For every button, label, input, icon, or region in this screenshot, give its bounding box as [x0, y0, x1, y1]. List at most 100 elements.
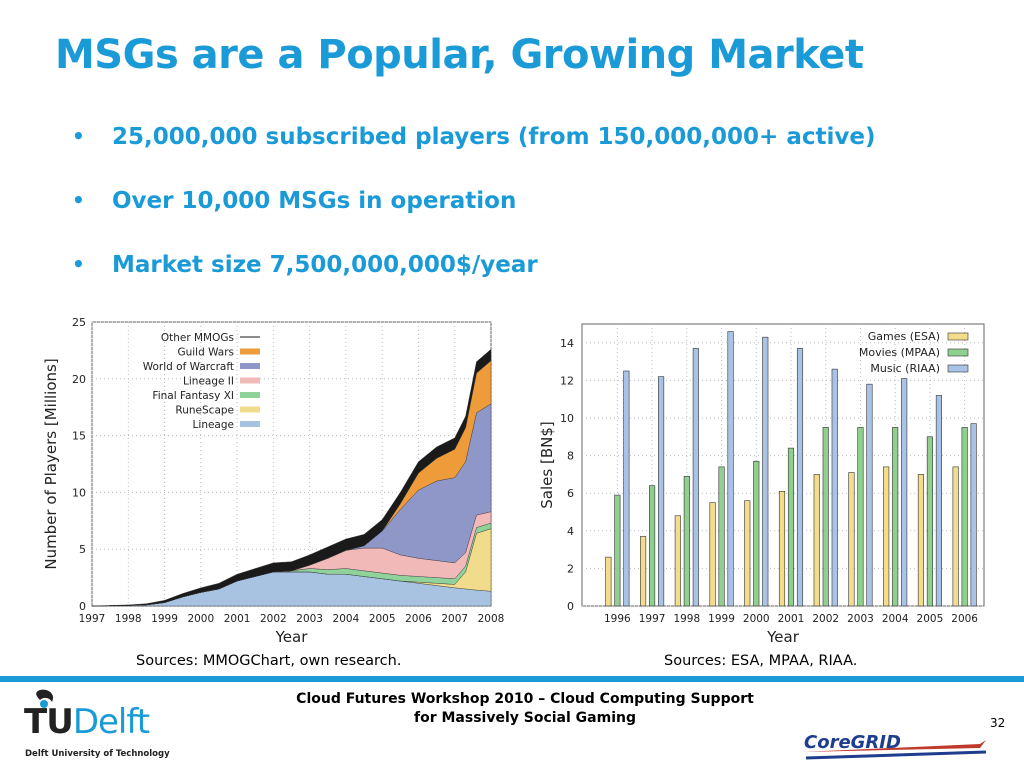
footer-line-2: for Massively Social Gaming — [414, 710, 636, 726]
bullet-item: • Market size 7,500,000,000$/year — [72, 252, 875, 316]
bar-games-esa- — [917, 474, 924, 607]
legend-swatch — [240, 406, 260, 413]
bullet-text: Market size 7,500,000,000$/year — [112, 252, 538, 278]
bar-games-esa- — [640, 536, 647, 607]
x-tick-label: 2000 — [187, 613, 214, 625]
flame-icon — [36, 689, 54, 708]
bullet-item: • 25,000,000 subscribed players (from 150… — [72, 124, 875, 188]
players-area-chart: 0 5 10 15 20 25 1997 1998 1999 2000 2001 2002 2003 20… — [36, 312, 514, 650]
x-tick-label: 1999 — [708, 613, 735, 625]
x-tick-label: 1999 — [151, 613, 178, 625]
legend-label: Lineage — [193, 419, 234, 431]
bar-movies-mpaa- — [683, 475, 690, 607]
legend-label: Guild Wars — [177, 347, 234, 359]
bullet-list: • 25,000,000 subscribed players (from 150… — [72, 124, 875, 316]
bar-movies-mpaa- — [822, 427, 829, 607]
logo-tu: TU — [24, 702, 74, 742]
y-tick-label: 5 — [79, 543, 86, 556]
x-tick-label: 2000 — [743, 613, 770, 625]
x-tick-label: 1997 — [639, 613, 666, 625]
bar-music-riaa- — [623, 370, 630, 607]
x-tick-label: 2005 — [369, 613, 396, 625]
legend-swatch — [240, 377, 260, 384]
x-tick-label: 2002 — [260, 613, 287, 625]
logo-delft: Delft — [72, 702, 150, 742]
bar-movies-mpaa- — [857, 427, 864, 607]
bar-music-riaa- — [970, 423, 977, 607]
bullet-text: Over 10,000 MSGs in operation — [112, 188, 517, 214]
bar-music-riaa- — [796, 348, 804, 607]
x-tick-label: 2003 — [847, 613, 874, 625]
coregrid-text: CoreGRID — [804, 732, 901, 753]
bar-movies-mpaa- — [753, 460, 760, 607]
bar-music-riaa- — [727, 331, 734, 607]
y-tick-label: 0 — [79, 600, 86, 613]
logo-subtitle: Delft University of Technology — [25, 749, 170, 759]
bar-games-esa- — [883, 466, 890, 607]
legend-label: Lineage II — [183, 376, 234, 388]
x-tick-label: 1998 — [673, 613, 700, 625]
bar-games-esa- — [952, 466, 959, 607]
legend-swatch — [947, 364, 969, 373]
footer-text: Cloud Futures Workshop 2010 – Cloud Comp… — [260, 690, 790, 728]
x-tick-label: 1998 — [115, 613, 142, 625]
bar-games-esa- — [813, 474, 820, 607]
source-right: Sources: ESA, MPAA, RIAA. — [664, 653, 858, 669]
bar-movies-mpaa- — [649, 485, 656, 607]
legend-label: Games (ESA) — [868, 330, 940, 343]
bullet-dot: • — [72, 124, 85, 148]
x-tick-label: 1997 — [79, 613, 106, 625]
bar-music-riaa- — [658, 376, 665, 607]
tu-delft-wordmark: TUDelft — [24, 702, 150, 742]
bar-music-riaa- — [901, 378, 908, 607]
bullet-dot: • — [72, 252, 85, 276]
x-tick-label: 2004 — [333, 613, 360, 625]
x-tick-label: 2001 — [224, 613, 251, 625]
bar-games-esa- — [709, 502, 716, 607]
x-tick-label: 1996 — [604, 613, 631, 625]
y-axis-title: Sales [BN$] — [538, 421, 556, 508]
y-tick-label: 8 — [567, 450, 574, 463]
legend-label: Movies (MPAA) — [859, 346, 940, 359]
y-tick-label: 10 — [72, 486, 86, 499]
legend-label: Final Fantasy XI — [152, 390, 234, 402]
x-axis-title: Year — [766, 628, 800, 646]
legend-swatch — [947, 348, 969, 357]
x-tick-label: 2006 — [405, 613, 432, 625]
y-tick-label: 0 — [567, 600, 574, 613]
bullet-item: • Over 10,000 MSGs in operation — [72, 188, 875, 252]
x-tick-label: 2002 — [812, 613, 839, 625]
y-tick-label: 6 — [567, 487, 574, 500]
bar-movies-mpaa- — [614, 494, 621, 607]
x-tick-label: 2007 — [441, 613, 468, 625]
legend-label: World of Warcraft — [143, 361, 234, 373]
area-other-mmogs — [91, 348, 492, 607]
y-tick-label: 12 — [560, 374, 574, 387]
y-tick-label: 14 — [560, 337, 574, 350]
x-tick-label: 2005 — [917, 613, 944, 625]
footer-line-1: Cloud Futures Workshop 2010 – Cloud Comp… — [296, 691, 754, 707]
bar-games-esa- — [744, 500, 751, 607]
y-tick-label: 15 — [72, 430, 86, 443]
bar-movies-mpaa- — [718, 466, 725, 607]
legend-swatch — [240, 348, 260, 355]
x-tick-label: 2008 — [478, 613, 505, 625]
bar-games-esa- — [605, 556, 612, 607]
y-tick-label: 25 — [72, 316, 86, 329]
bar-music-riaa- — [935, 395, 942, 607]
legend-label: RuneScape — [175, 405, 234, 417]
sales-bar-chart: 1996 1997 1998 1999 2000 2001 2002 2003 2004 2005… — [534, 316, 992, 650]
y-axis-title: Number of Players [Millions] — [42, 358, 60, 569]
bar-movies-mpaa- — [926, 436, 933, 607]
coregrid-logo: CoreGRID — [802, 732, 987, 760]
x-tick-label: 2003 — [296, 613, 323, 625]
bar-games-esa- — [848, 472, 855, 607]
page-number: 32 — [990, 716, 1006, 730]
y-tick-label: 10 — [560, 412, 574, 425]
bar-music-riaa- — [692, 348, 699, 607]
legend-label: Other MMOGs — [161, 332, 234, 344]
bar-movies-mpaa- — [787, 447, 795, 607]
legend-swatch — [240, 421, 260, 427]
bar-music-riaa- — [762, 336, 769, 607]
bar-music-riaa- — [866, 383, 873, 607]
